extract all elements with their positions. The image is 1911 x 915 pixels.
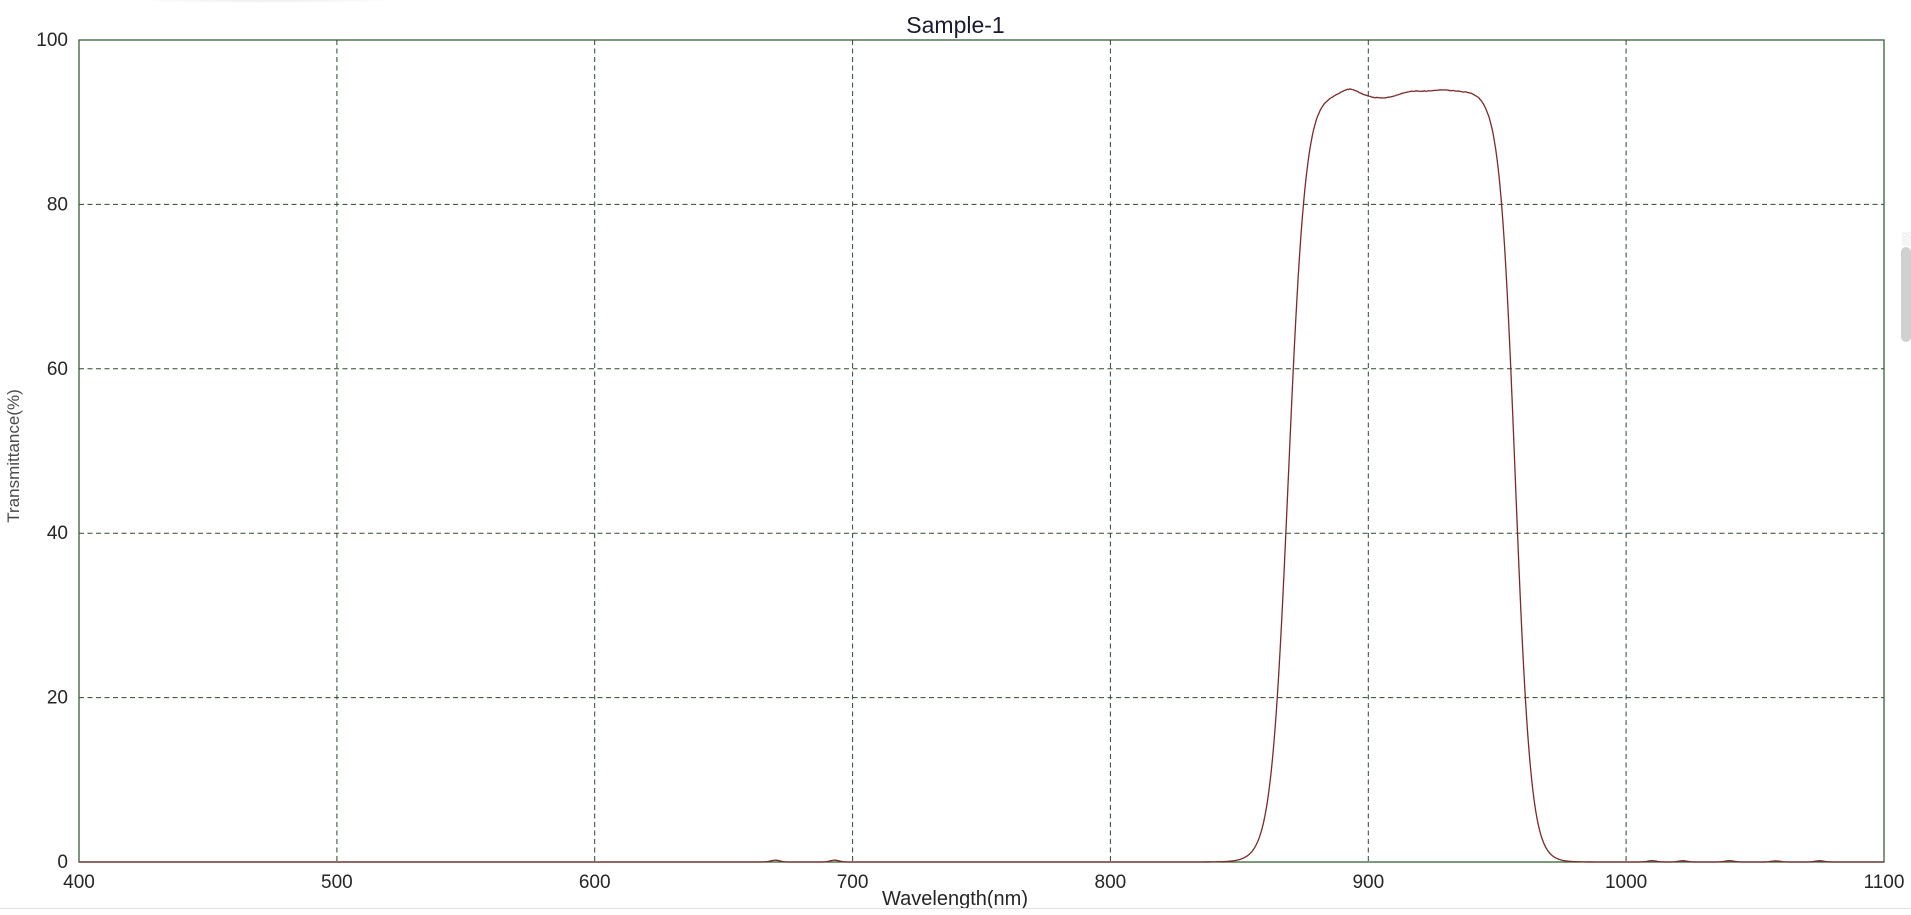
svg-text:800: 800 bbox=[1095, 872, 1127, 893]
svg-text:20: 20 bbox=[47, 688, 68, 709]
svg-text:1100: 1100 bbox=[1864, 872, 1905, 893]
svg-text:700: 700 bbox=[837, 872, 869, 893]
svg-text:0: 0 bbox=[57, 852, 68, 873]
svg-text:900: 900 bbox=[1352, 872, 1384, 893]
svg-text:60: 60 bbox=[47, 359, 68, 380]
svg-text:1000: 1000 bbox=[1605, 872, 1647, 893]
svg-text:80: 80 bbox=[47, 194, 68, 215]
svg-text:500: 500 bbox=[321, 872, 353, 893]
svg-text:400: 400 bbox=[63, 872, 95, 893]
svg-text:40: 40 bbox=[47, 523, 68, 544]
svg-text:600: 600 bbox=[579, 872, 611, 893]
svg-text:Transmittance(%): Transmittance(%) bbox=[4, 389, 23, 523]
svg-text:Wavelength(nm): Wavelength(nm) bbox=[882, 888, 1028, 910]
